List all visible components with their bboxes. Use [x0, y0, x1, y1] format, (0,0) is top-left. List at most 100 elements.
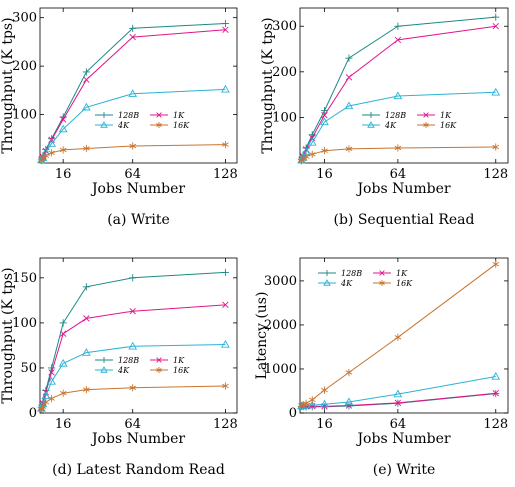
x-tick-label: 64 — [390, 417, 407, 432]
legend-marker-128B — [324, 270, 330, 276]
legend-marker-16K — [156, 122, 162, 128]
data-point-4K — [307, 400, 317, 409]
data-point-128B — [59, 319, 67, 327]
data-point-4K — [81, 102, 91, 111]
x-tick-label: 128 — [483, 417, 508, 432]
x-tick-label: 16 — [316, 167, 333, 182]
y-tick-label: 1000 — [264, 362, 297, 377]
data-point-128B — [129, 24, 137, 32]
legend: 128B 1K 4K 16K — [95, 356, 190, 375]
legend-marker-4K — [100, 366, 108, 373]
y-tick-label: 50 — [20, 361, 37, 376]
legend-label-128B: 128B — [385, 111, 406, 120]
series-line-1K — [301, 392, 496, 407]
series-line-16K — [301, 146, 496, 162]
legend-label-4K: 4K — [340, 279, 353, 288]
legend-label-1K: 1K — [173, 356, 185, 365]
data-point-4K — [47, 376, 56, 385]
legend-marker-16K — [379, 280, 385, 286]
data-point-1K — [394, 399, 402, 407]
data-point-4K — [393, 389, 403, 398]
data-point-16K — [222, 382, 229, 390]
data-point-1K — [83, 76, 90, 83]
y-tick-label: 0 — [29, 406, 37, 421]
data-point-4K — [344, 101, 354, 110]
legend-marker-1K — [156, 357, 162, 363]
legend-marker-16K — [423, 122, 429, 128]
data-point-128B — [221, 19, 230, 28]
x-tick-label: 64 — [124, 417, 141, 432]
series-line-128B — [301, 393, 496, 408]
data-point-16K — [394, 333, 402, 341]
data-point-16K — [308, 150, 316, 158]
x-tick-label: 16 — [316, 417, 333, 432]
legend-marker-128B — [101, 357, 107, 363]
data-point-16K — [492, 143, 500, 151]
data-point-16K — [222, 140, 229, 149]
series-line-4K — [40, 344, 226, 409]
data-point-16K — [83, 385, 90, 394]
data-point-16K — [38, 405, 45, 413]
data-point-128B — [82, 283, 90, 291]
data-point-1K — [345, 74, 353, 81]
data-point-16K — [321, 147, 328, 155]
data-point-16K — [129, 384, 137, 392]
y-tick-label: 100 — [12, 316, 37, 331]
series-line-128B — [301, 16, 496, 160]
data-point-128B — [308, 403, 316, 411]
legend-label-4K: 4K — [384, 121, 397, 130]
x-tick-label: 16 — [55, 167, 72, 182]
data-point-128B — [47, 364, 56, 372]
data-point-128B — [82, 68, 90, 76]
x-tick-label: 16 — [55, 417, 72, 432]
data-point-16K — [48, 149, 55, 157]
data-point-1K — [321, 111, 328, 119]
data-point-4K — [393, 91, 403, 100]
legend-label-16K: 16K — [396, 279, 413, 288]
legend-marker-4K — [367, 121, 375, 128]
data-point-1K — [222, 26, 229, 33]
chart-caption: (b) Sequential Read — [333, 212, 474, 228]
y-tick-label: 200 — [12, 59, 37, 74]
x-tick-label: 128 — [483, 167, 508, 182]
data-point-1K — [59, 330, 67, 337]
data-point-1K — [48, 369, 55, 376]
legend-marker-128B — [101, 112, 107, 118]
y-tick-label: 0 — [289, 406, 297, 421]
data-point-128B — [47, 135, 56, 143]
data-point-4K — [58, 124, 68, 133]
legend-label-128B: 128B — [118, 111, 139, 120]
legend-marker-1K — [423, 112, 429, 118]
series-line-16K — [41, 144, 226, 161]
y-tick-label: 100 — [272, 110, 297, 125]
legend-marker-4K — [323, 279, 331, 286]
data-point-16K — [59, 146, 67, 154]
data-point-128B — [221, 268, 230, 277]
data-point-16K — [129, 142, 137, 150]
data-point-16K — [302, 399, 310, 407]
series-line-4K — [301, 91, 496, 161]
legend-label-16K: 16K — [173, 366, 190, 375]
plot-frame — [299, 257, 509, 414]
data-point-4K — [221, 84, 230, 93]
x-axis-label: Jobs Number — [355, 431, 450, 447]
series-line-16K — [40, 385, 226, 410]
data-point-4K — [320, 399, 329, 408]
data-point-1K — [129, 307, 136, 315]
data-point-1K — [492, 389, 499, 397]
data-point-4K — [128, 89, 138, 97]
y-axis-label: Throughput (K tps) — [260, 17, 276, 153]
legend-label-128B: 128B — [118, 356, 139, 365]
data-point-16K — [42, 398, 50, 406]
data-point-16K — [59, 389, 67, 397]
y-axis-label: Throughput (K tps) — [0, 267, 16, 403]
chart-caption: (a) Write — [107, 212, 170, 228]
data-point-16K — [302, 153, 310, 161]
data-point-1K — [492, 23, 499, 30]
data-point-1K — [83, 315, 90, 322]
legend-marker-128B — [368, 112, 374, 118]
legend-label-4K: 4K — [117, 121, 130, 130]
chart-caption: (e) Write — [373, 462, 436, 478]
chart-panel-2: 16 64 128 100 200 300 Jobs Number Throughput (K… — [260, 7, 509, 228]
